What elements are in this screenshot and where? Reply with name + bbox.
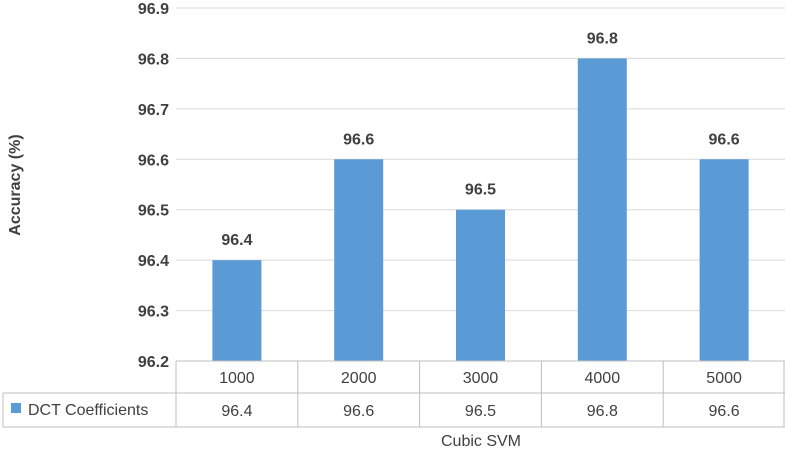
- bar: [212, 260, 262, 361]
- data-label: 96.4: [221, 232, 252, 249]
- table-value: 96.5: [465, 403, 496, 420]
- y-tick-label: 96.5: [138, 203, 169, 220]
- table-value: 96.6: [343, 403, 374, 420]
- x-category-label: 3000: [463, 370, 499, 387]
- x-category-label: 1000: [219, 370, 255, 387]
- bar: [334, 159, 384, 361]
- bars: [212, 58, 749, 362]
- data-label: 96.5: [465, 182, 496, 199]
- y-tick-label: 96.3: [138, 304, 169, 321]
- data-label: 96.6: [343, 131, 374, 148]
- y-tick-label: 96.9: [138, 1, 169, 18]
- data-labels: 96.4 96.6 96.5 96.8 96.6: [221, 30, 739, 249]
- y-tick-label: 96.8: [138, 51, 169, 68]
- y-tick-label: 96.4: [138, 253, 169, 270]
- x-category-label: 4000: [585, 370, 621, 387]
- legend-label: DCT Coefficients: [28, 402, 148, 419]
- y-tick-label: 96.2: [138, 354, 169, 371]
- bar: [577, 58, 627, 362]
- table-value: 96.6: [709, 403, 740, 420]
- table-value: 96.4: [221, 403, 252, 420]
- data-label: 96.8: [587, 30, 618, 47]
- table-value: 96.8: [587, 403, 618, 420]
- data-label: 96.6: [709, 131, 740, 148]
- x-category-label: 5000: [706, 370, 742, 387]
- y-tick-label: 96.6: [138, 152, 169, 169]
- y-tick-label: 96.7: [138, 102, 169, 119]
- bar: [456, 209, 505, 361]
- x-category-label: 2000: [341, 370, 377, 387]
- y-axis-ticks: 96.2 96.3 96.4 96.5 96.6 96.7 96.8 96.9: [138, 1, 169, 371]
- y-axis-title: Accuracy (%): [7, 134, 24, 235]
- x-axis-title: Cubic SVM: [441, 433, 521, 450]
- data-table: 1000 96.4 2000 96.6 3000 96.5 4000 96.8 5000 96.6…: [2, 360, 785, 428]
- bar: [699, 159, 749, 361]
- legend-swatch: [11, 403, 21, 413]
